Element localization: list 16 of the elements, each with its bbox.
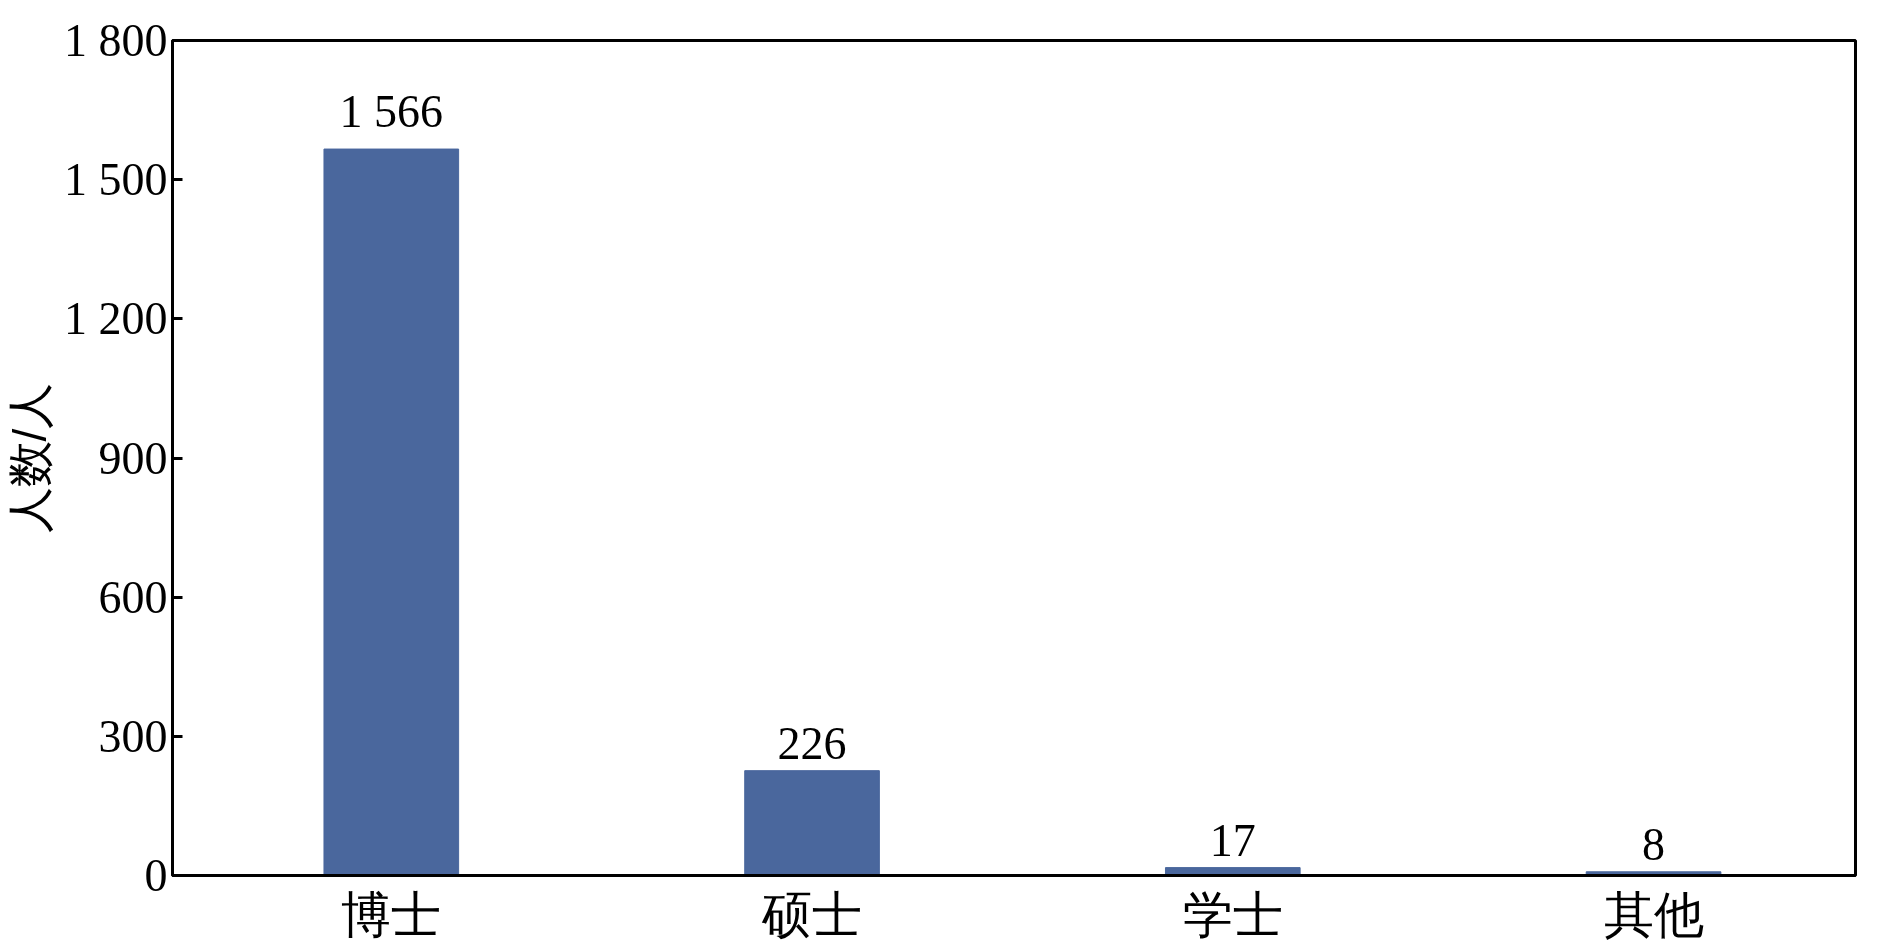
y-tick-label: 900 <box>98 432 168 484</box>
y-tick-label: 600 <box>98 571 168 623</box>
y-axis-title: 人数/人 <box>4 382 56 534</box>
y-tick-label: 1 500 <box>64 154 168 206</box>
y-tick-label: 0 <box>144 850 168 901</box>
data-label: 226 <box>777 717 847 769</box>
x-tick-label: 博士 <box>341 886 442 943</box>
data-label: 17 <box>1209 814 1256 866</box>
data-label: 8 <box>1642 818 1666 870</box>
y-tick-label: 1 200 <box>64 293 168 345</box>
y-tick-label: 1 800 <box>64 15 168 66</box>
x-tick-label: 硕士 <box>761 886 863 943</box>
y-tick-label: 300 <box>98 710 168 762</box>
data-label: 1 566 <box>339 86 444 138</box>
x-tick-label: 学士 <box>1182 886 1283 943</box>
x-tick-label: 其他 <box>1603 886 1704 943</box>
